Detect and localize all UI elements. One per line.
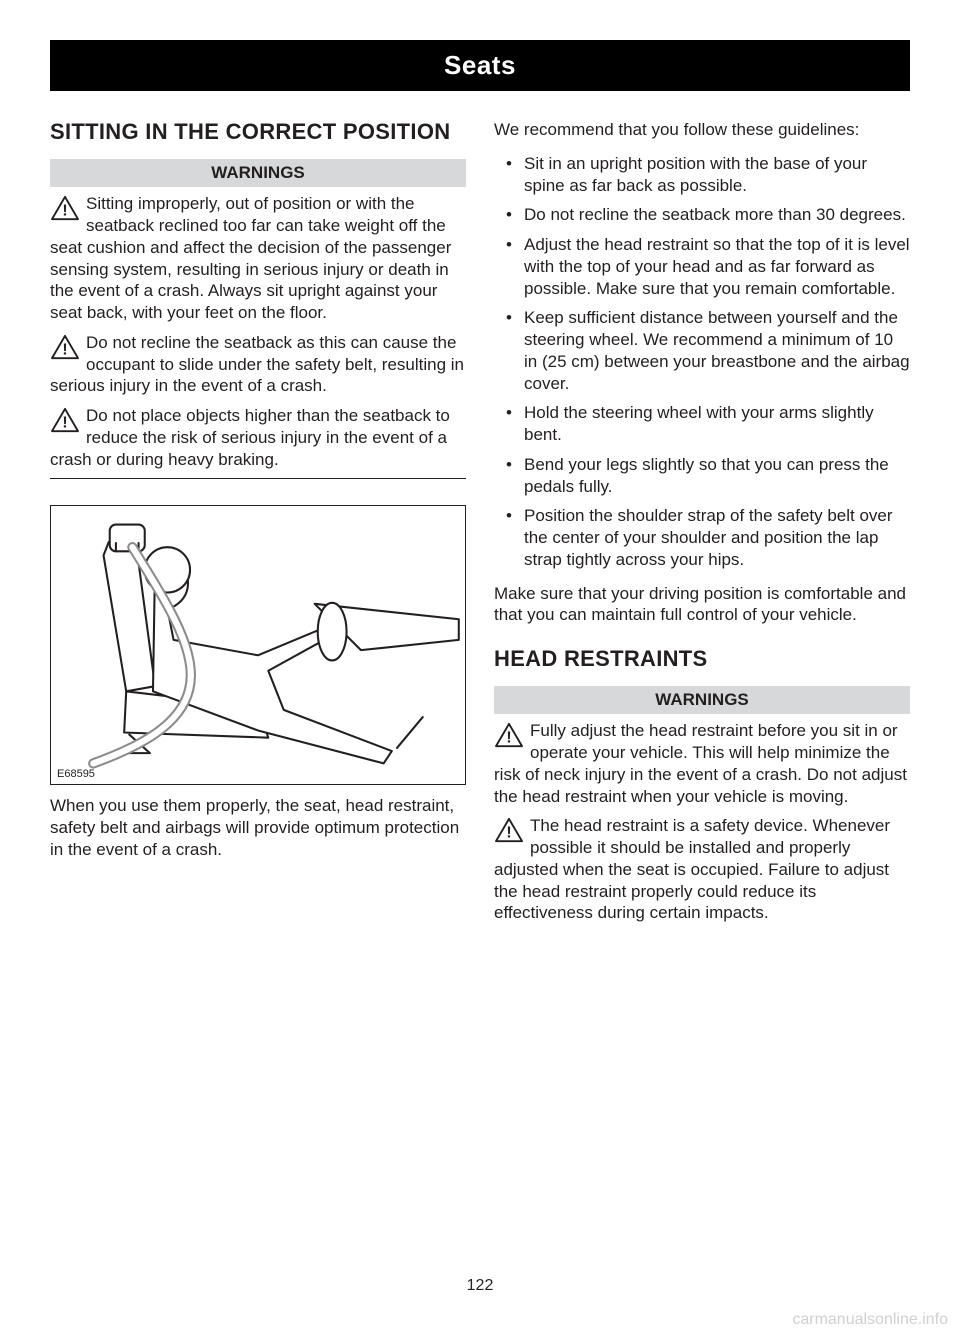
closing-paragraph: Make sure that your driving position is … (494, 583, 910, 627)
list-item: Keep sufficient distance between yoursel… (494, 307, 910, 394)
figure-caption: When you use them properly, the seat, he… (50, 795, 466, 860)
right-column: We recommend that you follow these guide… (494, 119, 910, 932)
list-item: Bend your legs slightly so that you can … (494, 454, 910, 498)
page-number: 122 (0, 1277, 960, 1295)
section-heading-head-restraints: HEAD RESTRAINTS (494, 646, 910, 672)
svg-text:!: ! (62, 415, 67, 432)
guidelines-list: Sit in an upright position with the base… (494, 153, 910, 571)
warning-icon: ! (50, 407, 80, 433)
svg-text:!: ! (62, 341, 67, 358)
watermark: carmanualsonline.info (792, 1311, 948, 1329)
warning-text: Sitting improperly, out of position or w… (50, 194, 451, 322)
list-item: Adjust the head restraint so that the to… (494, 234, 910, 299)
warning-item: ! Do not place objects higher than the s… (50, 405, 466, 470)
list-item: Position the shoulder strap of the safet… (494, 505, 910, 570)
warning-text: The head restraint is a safety device. W… (494, 816, 890, 922)
warning-text: Do not recline the seatback as this can … (50, 333, 464, 396)
warning-icon: ! (494, 722, 524, 748)
warning-icon: ! (494, 817, 524, 843)
left-column: SITTING IN THE CORRECT POSITION WARNINGS… (50, 119, 466, 932)
warning-text: Fully adjust the head restraint before y… (494, 721, 907, 805)
svg-text:!: ! (506, 825, 511, 842)
warning-item: ! The head restraint is a safety device.… (494, 815, 910, 924)
warning-item: ! Fully adjust the head restraint before… (494, 720, 910, 807)
list-item: Sit in an upright position with the base… (494, 153, 910, 197)
guidelines-intro: We recommend that you follow these guide… (494, 119, 910, 141)
warning-item: ! Do not recline the seatback as this ca… (50, 332, 466, 397)
chapter-header: Seats (50, 40, 910, 91)
svg-text:!: ! (62, 203, 67, 220)
warning-text: Do not place objects higher than the sea… (50, 406, 450, 469)
figure-label: E68595 (57, 768, 95, 780)
svg-text:!: ! (506, 730, 511, 747)
list-item: Do not recline the seatback more than 30… (494, 204, 910, 226)
warning-item: ! Sitting improperly, out of position or… (50, 193, 466, 324)
section-heading-sitting: SITTING IN THE CORRECT POSITION (50, 119, 466, 145)
warnings-label: WARNINGS (494, 686, 910, 714)
list-item: Hold the steering wheel with your arms s… (494, 402, 910, 446)
seating-figure: E68595 (50, 505, 466, 785)
warning-icon: ! (50, 195, 80, 221)
warning-icon: ! (50, 334, 80, 360)
warnings-end-rule (50, 478, 466, 479)
warnings-label: WARNINGS (50, 159, 466, 187)
